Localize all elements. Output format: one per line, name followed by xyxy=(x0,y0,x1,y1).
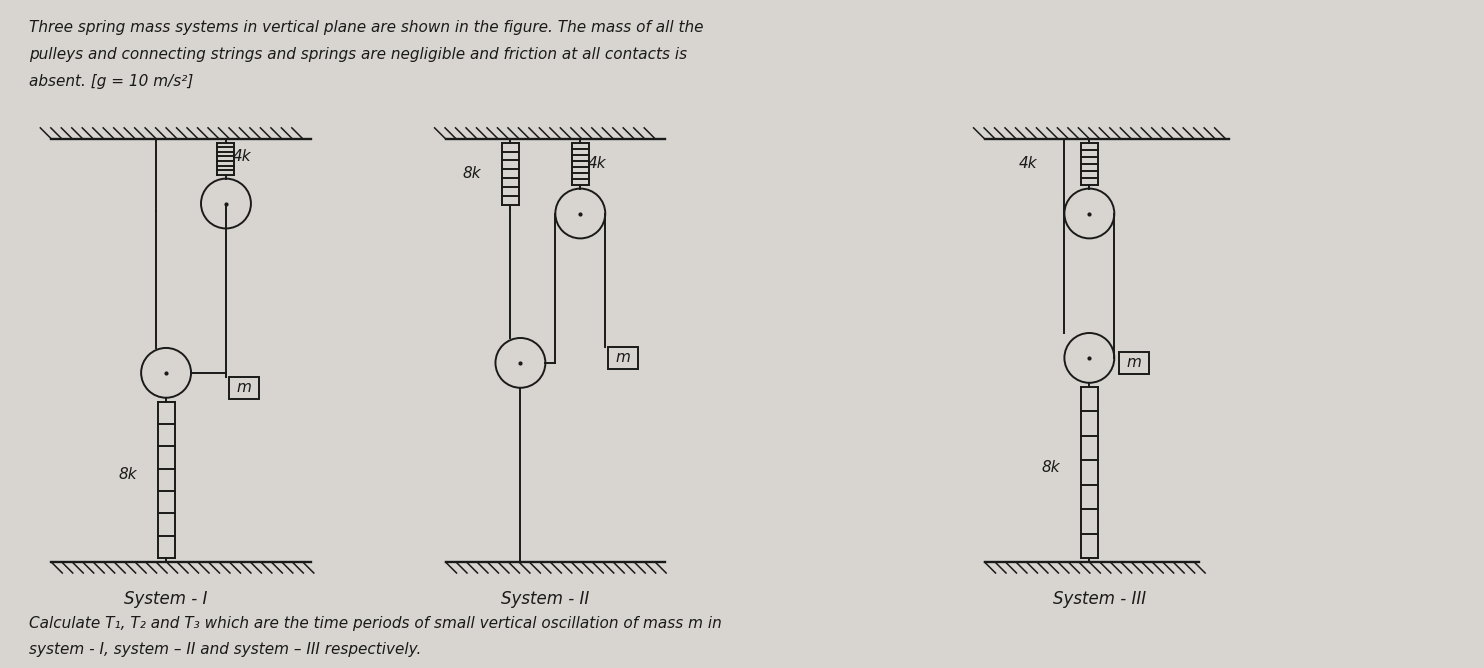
Text: 4k: 4k xyxy=(233,149,252,164)
Text: System - II: System - II xyxy=(502,590,589,608)
Bar xyxy=(608,347,638,369)
Text: m: m xyxy=(1126,355,1141,370)
Text: m: m xyxy=(236,380,251,395)
Text: 8k: 8k xyxy=(119,468,137,482)
Text: 4k: 4k xyxy=(588,156,605,171)
Text: 8k: 8k xyxy=(463,166,481,181)
Bar xyxy=(229,377,258,399)
Text: System - I: System - I xyxy=(125,590,208,608)
Text: system - I, system – II and system – III respectively.: system - I, system – II and system – III… xyxy=(30,642,421,657)
Text: 8k: 8k xyxy=(1042,460,1060,475)
Text: 4k: 4k xyxy=(1020,156,1037,171)
Bar xyxy=(1119,352,1149,374)
Text: pulleys and connecting strings and springs are negligible and friction at all co: pulleys and connecting strings and sprin… xyxy=(30,47,687,61)
Text: m: m xyxy=(616,351,631,365)
Text: System - III: System - III xyxy=(1052,590,1146,608)
Text: absent. [g = 10 m/s²]: absent. [g = 10 m/s²] xyxy=(30,73,194,89)
Text: Three spring mass systems in vertical plane are shown in the figure. The mass of: Three spring mass systems in vertical pl… xyxy=(30,20,703,35)
Text: Calculate T₁, T₂ and T₃ which are the time periods of small vertical oscillation: Calculate T₁, T₂ and T₃ which are the ti… xyxy=(30,617,723,631)
